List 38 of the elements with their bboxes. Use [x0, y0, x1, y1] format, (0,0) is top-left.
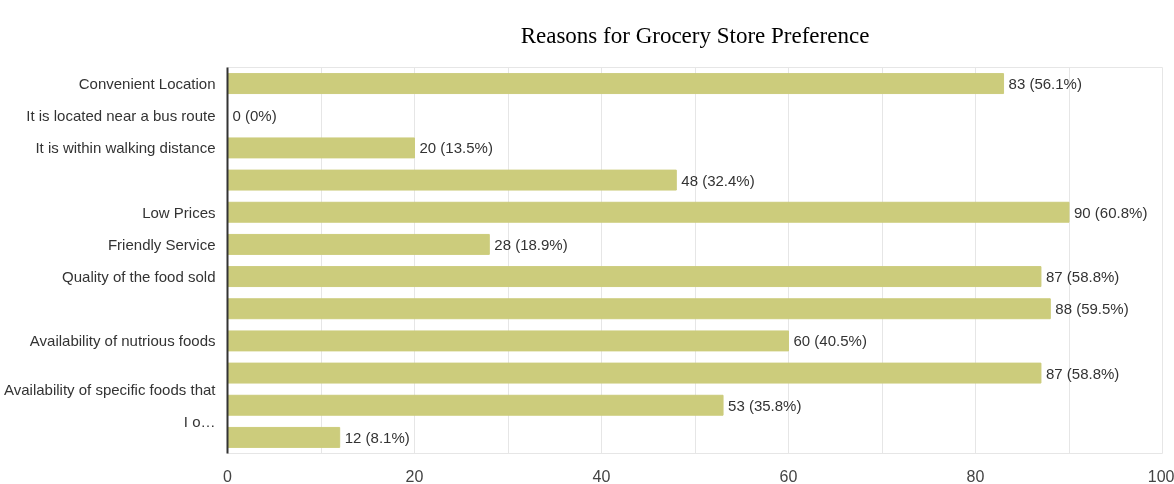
bar	[227, 394, 724, 416]
data-label: 88 (59.5%)	[1055, 300, 1129, 318]
bar	[227, 201, 1070, 223]
data-label: 48 (32.4%)	[681, 171, 755, 189]
y-tick-label: Availability of specific foods that I o…	[4, 380, 217, 430]
data-label: 12 (8.1%)	[344, 428, 410, 446]
bar	[227, 73, 1005, 95]
x-tick-label: 80	[966, 467, 985, 484]
bar	[227, 298, 1051, 320]
data-label: 28 (18.9%)	[494, 235, 568, 253]
data-label: 53 (35.8%)	[728, 396, 802, 414]
x-tick-label: 60	[779, 467, 798, 484]
data-label: 0 (0%)	[232, 107, 277, 125]
y-tick-label: Quality of the food sold	[62, 268, 216, 286]
y-tick-label: Friendly Service	[107, 235, 216, 253]
x-tick-label: 0	[223, 467, 233, 484]
x-tick-label: 100	[1147, 467, 1174, 484]
x-tick-label: 40	[592, 467, 611, 484]
y-tick-label: Availability of nutrious foods	[29, 332, 216, 350]
bar	[227, 137, 415, 159]
bar	[227, 426, 341, 448]
data-label: 20 (13.5%)	[419, 139, 493, 157]
data-label: 83 (56.1%)	[1008, 75, 1082, 93]
data-label: 87 (58.8%)	[1045, 268, 1120, 286]
y-tick-label: Low Prices	[142, 203, 216, 221]
data-label: 60 (40.5%)	[793, 332, 867, 350]
y-tick-label: It is within walking distance	[35, 139, 216, 157]
y-tick-label: Convenient Location	[78, 75, 216, 93]
x-tick-label: 20	[405, 467, 424, 484]
data-label: 87 (58.8%)	[1045, 364, 1120, 382]
bar	[227, 266, 1042, 288]
bar	[227, 233, 490, 255]
y-tick-label: It is located near a bus route	[26, 107, 216, 125]
chart-title: Reasons for Grocery Store Preference	[520, 22, 870, 48]
bar	[227, 362, 1042, 384]
data-label: 90 (60.8%)	[1074, 203, 1148, 221]
bar	[227, 330, 789, 352]
bar	[227, 169, 677, 191]
